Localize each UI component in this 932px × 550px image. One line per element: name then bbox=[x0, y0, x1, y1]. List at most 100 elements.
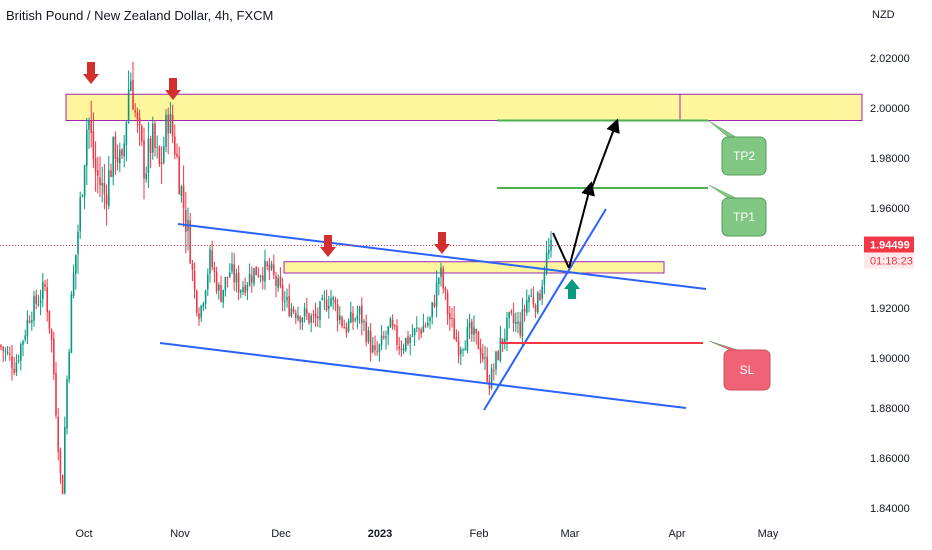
candle-body bbox=[70, 294, 73, 354]
down-arrow-icon bbox=[83, 62, 99, 84]
candle-body bbox=[356, 315, 359, 320]
candle-body bbox=[101, 182, 103, 186]
candle-body bbox=[15, 362, 18, 373]
candle-body bbox=[202, 303, 205, 308]
candle-body bbox=[323, 298, 326, 300]
candle-body bbox=[0, 345, 2, 348]
candle-body bbox=[154, 123, 156, 149]
candle-body bbox=[204, 290, 207, 305]
candle-body bbox=[262, 275, 264, 281]
candle-body bbox=[28, 320, 31, 323]
callout-pointer bbox=[708, 120, 737, 138]
candle-body bbox=[248, 273, 251, 286]
candle-body bbox=[521, 309, 524, 337]
candle-body bbox=[68, 351, 70, 380]
callout-pointer bbox=[708, 340, 739, 351]
candle-body bbox=[9, 353, 11, 355]
candle-body bbox=[229, 272, 231, 277]
candle-body bbox=[550, 239, 552, 251]
candle-body bbox=[103, 182, 106, 194]
candle-body bbox=[310, 315, 312, 323]
candle-body bbox=[121, 149, 123, 156]
candle-body bbox=[429, 317, 431, 322]
candle-body bbox=[466, 327, 469, 351]
candle-body bbox=[457, 340, 460, 356]
candle-body bbox=[541, 286, 543, 299]
candle-body bbox=[455, 337, 458, 342]
candle-body bbox=[264, 260, 266, 282]
candle-body bbox=[530, 295, 532, 297]
currency-label: NZD bbox=[872, 9, 895, 21]
candle-body bbox=[17, 360, 20, 362]
candle-body bbox=[295, 313, 297, 318]
projection-drop bbox=[552, 232, 570, 269]
candle-body bbox=[132, 79, 134, 110]
candle-body bbox=[169, 113, 172, 133]
candle-body bbox=[244, 285, 246, 293]
candle-body bbox=[119, 150, 121, 164]
candle-body bbox=[61, 475, 64, 495]
candle-body bbox=[185, 209, 187, 232]
candle-body bbox=[512, 313, 515, 323]
candle-body bbox=[125, 121, 128, 146]
candle-body bbox=[376, 351, 378, 353]
candle-body bbox=[506, 317, 508, 340]
candle-body bbox=[347, 320, 350, 332]
candle-body bbox=[328, 305, 330, 309]
candle-body bbox=[273, 264, 275, 275]
candle-body bbox=[363, 321, 365, 323]
channel-upper-line bbox=[177, 223, 707, 290]
price-tick-label: 1.92000 bbox=[870, 303, 910, 315]
candle-body bbox=[519, 321, 521, 336]
candle-body bbox=[473, 327, 475, 335]
candle-body bbox=[127, 89, 130, 122]
candle-body bbox=[48, 310, 51, 330]
candle-body bbox=[336, 304, 339, 321]
candle-body bbox=[435, 282, 438, 307]
candle-body bbox=[246, 285, 249, 292]
candle-body bbox=[257, 274, 260, 277]
callout-pointer bbox=[708, 184, 737, 199]
candle-body bbox=[409, 337, 411, 344]
candle-body bbox=[44, 284, 46, 287]
countdown-value: 01:18:23 bbox=[870, 256, 913, 268]
candle-body bbox=[528, 296, 530, 303]
candle-body bbox=[39, 300, 42, 304]
candle-body bbox=[171, 115, 174, 137]
candle-body bbox=[497, 351, 499, 360]
candle-body bbox=[321, 298, 323, 300]
candle-body bbox=[149, 138, 152, 153]
candle-body bbox=[138, 117, 141, 126]
candle-body bbox=[433, 303, 436, 307]
candle-body bbox=[543, 273, 546, 285]
candle-body bbox=[180, 186, 183, 196]
callout-tp2: TP2 bbox=[708, 120, 767, 176]
time-tick-label: Feb bbox=[470, 528, 489, 540]
candle-body bbox=[446, 292, 449, 315]
candle-body bbox=[545, 252, 548, 273]
resistance-zones bbox=[65, 93, 863, 274]
time-tick-label: Dec bbox=[271, 528, 291, 540]
candle-body bbox=[431, 302, 433, 317]
candle-body bbox=[64, 426, 66, 493]
candle-body bbox=[510, 310, 513, 313]
candle-body bbox=[213, 267, 216, 272]
candle-body bbox=[178, 156, 180, 195]
candle-body bbox=[160, 162, 163, 165]
candle-body bbox=[57, 416, 59, 452]
candle-body bbox=[479, 348, 482, 355]
candle-body bbox=[242, 287, 244, 293]
candle-body bbox=[259, 275, 262, 277]
price-axis: NZD2.020002.000001.980001.960001.940001.… bbox=[864, 9, 914, 515]
candle-body bbox=[369, 330, 372, 353]
candle-body bbox=[189, 220, 191, 264]
candle-body bbox=[475, 328, 477, 334]
candle-body bbox=[438, 278, 440, 284]
candle-body bbox=[515, 321, 517, 324]
callout-box bbox=[721, 197, 767, 237]
candle-body bbox=[20, 344, 22, 361]
candle-body bbox=[374, 345, 376, 351]
candle-body bbox=[501, 338, 504, 344]
candle-body bbox=[453, 318, 455, 340]
